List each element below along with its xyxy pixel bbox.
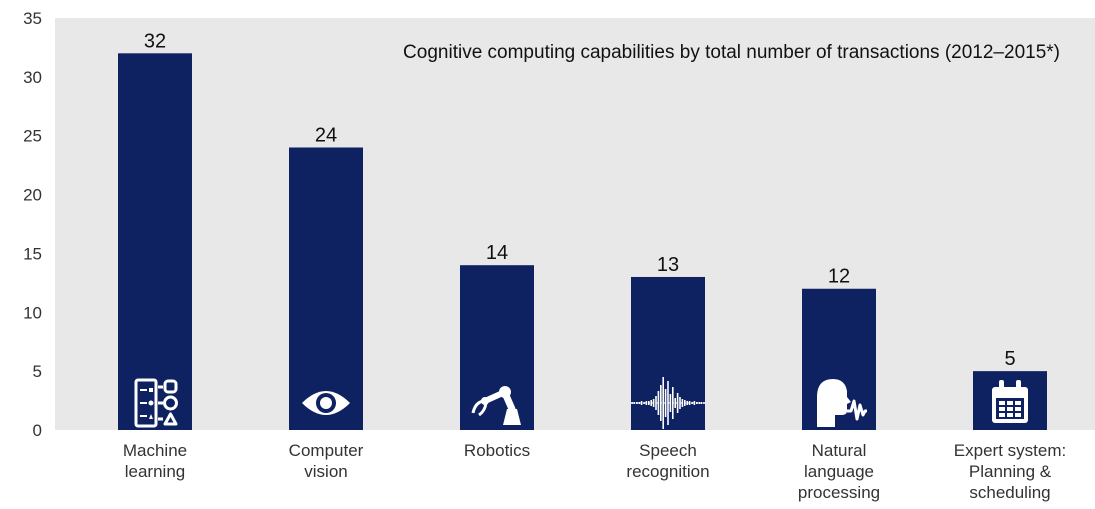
eye-icon <box>302 391 350 415</box>
data-label: 24 <box>315 124 337 146</box>
y-tick-label: 25 <box>23 127 42 146</box>
data-label: 5 <box>1004 348 1015 370</box>
x-tick-label: Machine learning <box>123 441 187 481</box>
y-tick-label: 35 <box>23 9 42 28</box>
data-label: 13 <box>657 254 679 276</box>
y-tick-label: 10 <box>23 303 42 322</box>
y-tick-label: 0 <box>33 421 42 440</box>
y-tick-label: 30 <box>23 68 42 87</box>
sound-wave-icon <box>631 377 705 429</box>
x-tick-label: Speech recognition <box>626 441 709 481</box>
bar <box>289 147 363 430</box>
machine-learning-icon <box>134 378 178 428</box>
x-tick-label: Robotics <box>464 441 530 460</box>
y-tick-label: 15 <box>23 244 42 263</box>
x-tick-label: Expert system: Planning & scheduling <box>954 441 1066 502</box>
chart-title: Cognitive computing capabilities by tota… <box>403 42 1060 63</box>
x-axis-category-labels: Machine learning Computer vision Robotics Spe… <box>123 441 1066 502</box>
bar <box>118 53 192 431</box>
calendar-icon <box>992 380 1028 423</box>
plot-background <box>55 18 1095 430</box>
value-labels: 32 24 14 13 12 5 <box>144 30 1016 370</box>
bar <box>460 265 534 430</box>
x-tick-label: Natural language processing <box>798 441 880 502</box>
robot-arm-icon <box>471 386 521 425</box>
y-axis: 0 5 10 15 20 25 30 35 <box>23 9 42 440</box>
data-label: 32 <box>144 30 166 52</box>
data-label: 12 <box>828 266 850 288</box>
y-tick-label: 20 <box>23 186 42 205</box>
bar-icons <box>134 377 1028 429</box>
speaking-head-icon <box>817 379 867 427</box>
y-tick-label: 5 <box>33 362 42 381</box>
x-tick-label: Computer vision <box>289 441 364 481</box>
data-label: 14 <box>486 242 508 264</box>
